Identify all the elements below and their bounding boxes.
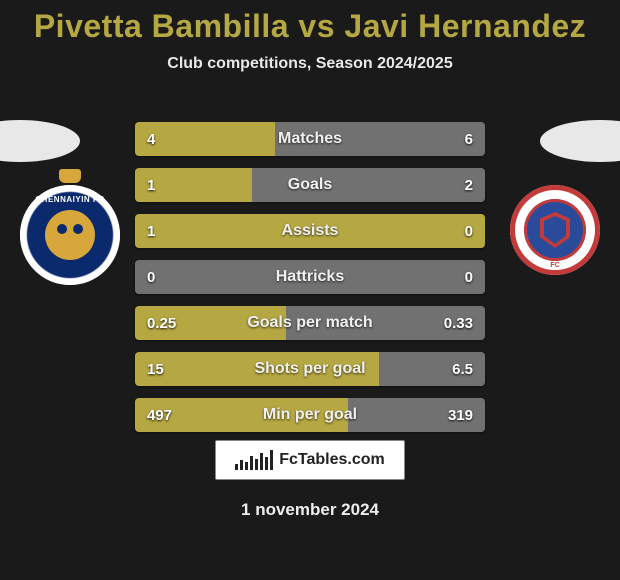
subtitle: Club competitions, Season 2024/2025	[0, 55, 620, 73]
page-title: Pivetta Bambilla vs Javi Hernandez	[0, 0, 620, 45]
club-badge-left-label: CHENNAIYIN FC	[20, 195, 120, 204]
stat-value-right: 6	[465, 131, 473, 148]
club-badge-right: FC	[510, 185, 600, 275]
stat-value-left: 15	[147, 361, 164, 378]
stat-row: Hattricks0 0	[135, 260, 485, 294]
stat-label: Matches	[135, 130, 485, 148]
player-avatar-left	[0, 120, 80, 162]
stat-row: Assists1 0	[135, 214, 485, 248]
stat-value-right: 0	[465, 269, 473, 286]
brand-logo: FcTables.com	[215, 440, 405, 480]
brand-icon	[235, 450, 273, 470]
stat-label: Goals	[135, 176, 485, 194]
stat-row: Goals1 2	[135, 168, 485, 202]
brand-text: FcTables.com	[279, 451, 385, 469]
stat-row: Shots per goal15 6.5	[135, 352, 485, 386]
stat-label: Shots per goal	[135, 360, 485, 378]
stat-value-right: 0	[465, 223, 473, 240]
stat-label: Min per goal	[135, 406, 485, 424]
stat-row: Goals per match0.25 0.33	[135, 306, 485, 340]
stat-label: Assists	[135, 222, 485, 240]
stat-value-left: 497	[147, 407, 172, 424]
stat-row: Matches4 6	[135, 122, 485, 156]
stat-row: Min per goal497 319	[135, 398, 485, 432]
stat-value-right: 319	[448, 407, 473, 424]
club-badge-left: CHENNAIYIN FC	[20, 185, 120, 285]
stat-value-left: 0.25	[147, 315, 176, 332]
stat-value-right: 0.33	[444, 315, 473, 332]
stat-value-right: 6.5	[452, 361, 473, 378]
stat-value-left: 1	[147, 177, 155, 194]
player-avatar-right	[540, 120, 620, 162]
date-label: 1 november 2024	[0, 500, 620, 520]
stats-container: Matches46Goals12Assists10Hattricks00Goal…	[135, 122, 485, 444]
stat-label: Goals per match	[135, 314, 485, 332]
stat-value-right: 2	[465, 177, 473, 194]
stat-value-left: 4	[147, 131, 155, 148]
stat-value-left: 0	[147, 269, 155, 286]
club-badge-right-label: FC	[510, 262, 600, 269]
stat-label: Hattricks	[135, 268, 485, 286]
stat-value-left: 1	[147, 223, 155, 240]
